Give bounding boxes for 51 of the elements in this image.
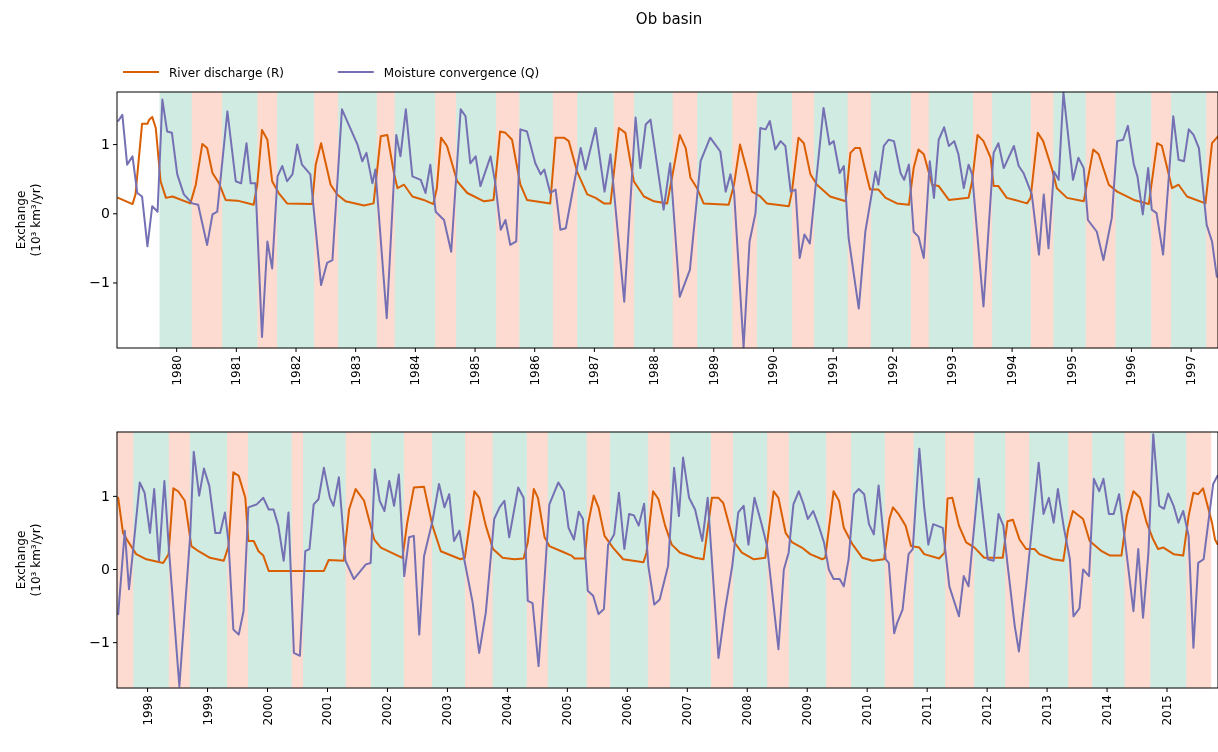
legend-label: River discharge (R) [169, 65, 284, 80]
y-tick-label: 1 [101, 487, 110, 504]
x-tick-label: 1981 [229, 355, 244, 386]
x-tick-label: 1991 [826, 355, 841, 386]
x-tick-label: 1995 [1064, 355, 1079, 386]
x-tick-label: 1980 [169, 355, 184, 386]
x-tick-label: 2001 [320, 695, 335, 726]
legend-label: Moisture convergence (Q) [383, 65, 540, 80]
line-series [117, 92, 1218, 348]
x-tick-label: 1990 [766, 355, 781, 386]
y-tick-label: 0 [101, 561, 110, 578]
x-tick-label: 2005 [560, 695, 575, 726]
x-tick-label: 1983 [348, 355, 363, 386]
x-tick-label: 1988 [647, 355, 662, 386]
x-tick-label: 2010 [860, 695, 875, 726]
x-tick-label: 1992 [885, 355, 900, 386]
x-tick-label: 2000 [260, 695, 275, 726]
x-tick-label: 2009 [800, 695, 815, 726]
x-tick-label: 2008 [740, 695, 755, 726]
x-tick-label: 1997 [1184, 355, 1199, 386]
x-tick-label: 1982 [289, 355, 304, 386]
line-series [117, 433, 1218, 688]
x-tick-label: 2015 [1160, 695, 1175, 726]
x-tick-label: 2006 [620, 695, 635, 726]
x-tick-label: 1996 [1124, 355, 1139, 386]
x-tick-label: 2012 [980, 695, 995, 726]
line-series [117, 115, 1218, 208]
x-tick-label: 2013 [1040, 695, 1055, 726]
line-series [117, 471, 1218, 572]
x-tick-label: 1994 [1005, 355, 1020, 386]
y-axis-title: Exchange (10³ km³/yr) [14, 523, 43, 597]
x-tick-label: 1998 [140, 695, 155, 726]
x-tick-label: 2014 [1100, 695, 1115, 726]
x-tick-label: 1993 [945, 355, 960, 386]
x-tick-label: 2007 [680, 695, 695, 726]
x-tick-label: 1984 [408, 355, 423, 386]
chart-title: Ob basin [635, 10, 703, 28]
x-tick-label: 1987 [587, 355, 602, 386]
y-tick-label: 0 [101, 205, 110, 222]
x-tick-label: 2011 [920, 695, 935, 726]
x-tick-label: 1999 [200, 695, 215, 726]
y-axis-title: Exchange (10³ km³/yr) [14, 183, 43, 257]
x-tick-label: 1985 [468, 355, 483, 386]
y-tick-label: 1 [101, 136, 110, 153]
x-tick-label: 2004 [500, 695, 515, 726]
x-tick-label: 1989 [706, 355, 721, 386]
x-tick-label: 2003 [440, 695, 455, 726]
x-tick-label: 2002 [380, 695, 395, 726]
x-tick-label: 1986 [527, 355, 542, 386]
y-tick-label: −1 [89, 634, 110, 651]
y-tick-label: −1 [89, 274, 110, 291]
